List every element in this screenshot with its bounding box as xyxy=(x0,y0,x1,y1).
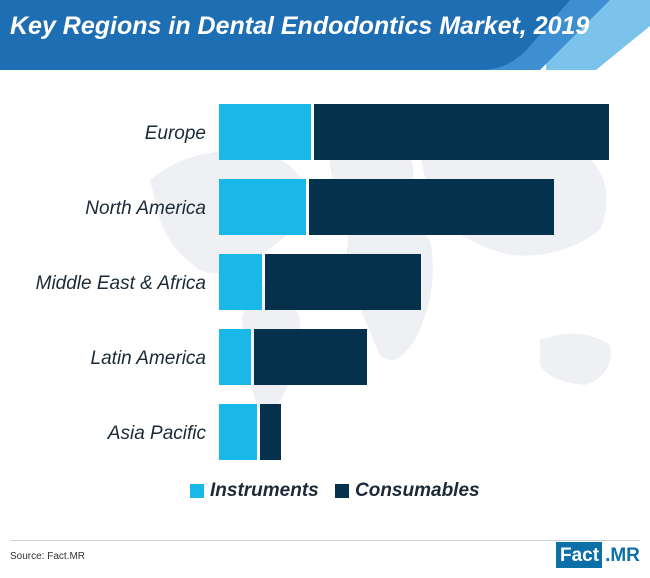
bar-asia-pacific-instruments xyxy=(219,404,257,460)
bar-latin-america-instruments xyxy=(219,329,251,385)
legend-item-consumables: Consumables xyxy=(335,480,480,502)
category-label-middle-east-africa: Middle East & Africa xyxy=(36,273,206,294)
bar-europe-instruments xyxy=(219,104,311,160)
category-label-north-america: North America xyxy=(85,198,206,219)
logo-fact: Fact xyxy=(556,542,603,568)
category-label-asia-pacific: Asia Pacific xyxy=(107,423,207,444)
factmr-logo: Fact .MR xyxy=(556,542,640,568)
chart-title: Key Regions in Dental Endodontics Market… xyxy=(10,12,590,40)
legend-label-instruments: Instruments xyxy=(210,480,319,501)
category-label-europe: Europe xyxy=(145,123,206,144)
category-label-latin-america: Latin America xyxy=(91,348,206,369)
source-note: Source: Fact.MR xyxy=(10,551,86,562)
title-banner: Key Regions in Dental Endodontics Market… xyxy=(0,0,650,70)
bar-chart: Europe North America Middle East & Africa L… xyxy=(36,104,609,460)
legend-swatch-instruments xyxy=(190,484,204,498)
footer-divider xyxy=(10,540,640,541)
bar-middle-east-africa-instruments xyxy=(219,254,262,310)
bar-latin-america-consumables xyxy=(254,329,367,385)
banner-base xyxy=(0,0,570,70)
legend: Instruments Consumables xyxy=(0,480,650,510)
bar-europe-consumables xyxy=(314,104,609,160)
map-australia xyxy=(540,333,611,385)
logo-mr: .MR xyxy=(605,545,640,566)
legend-item-instruments: Instruments xyxy=(190,480,319,502)
bar-middle-east-africa-consumables xyxy=(265,254,421,310)
banner-shape xyxy=(0,0,650,70)
legend-label-consumables: Consumables xyxy=(355,480,480,501)
bar-north-america-consumables xyxy=(309,179,554,235)
bar-asia-pacific-consumables xyxy=(260,404,281,460)
legend-swatch-consumables xyxy=(335,484,349,498)
bar-north-america-instruments xyxy=(219,179,306,235)
